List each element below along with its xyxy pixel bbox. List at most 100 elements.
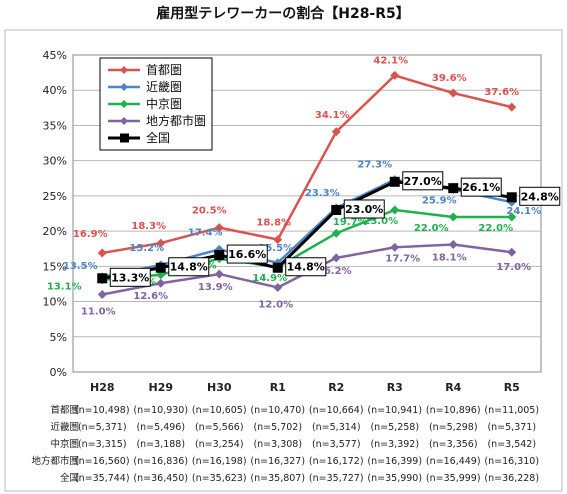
data-label: 13.1% — [47, 282, 82, 293]
table-cell: (n=3,542) — [487, 439, 536, 450]
data-label: 14.8% — [170, 261, 208, 274]
y-tick-label: 45% — [43, 49, 67, 62]
table-cell: (n=10,498) — [75, 405, 130, 416]
legend-marker — [120, 117, 128, 125]
data-point-marker — [214, 269, 224, 279]
x-tick-label: H28 — [90, 381, 115, 394]
data-label: 17.0% — [496, 262, 531, 273]
legend-label: 近畿圏 — [146, 80, 182, 94]
data-label: 27.0% — [404, 175, 442, 188]
x-tick-label: H29 — [148, 381, 173, 394]
table-cell: (n=10,941) — [367, 405, 422, 416]
data-label: 25.9% — [422, 196, 457, 207]
data-label: 16.2% — [317, 266, 352, 277]
data-label-box — [168, 257, 210, 277]
data-label: 14.9% — [252, 273, 287, 284]
data-label: 14.8% — [287, 261, 325, 274]
y-tick-label: 20% — [43, 225, 67, 238]
legend-marker — [120, 66, 128, 74]
data-label: 18.3% — [131, 221, 166, 232]
data-label: 13.9% — [198, 282, 233, 293]
y-tick-label: 40% — [43, 84, 67, 97]
data-label: 24.1% — [506, 206, 541, 217]
data-label: 22.0% — [414, 223, 449, 234]
data-label: 11.0% — [81, 307, 116, 318]
table-cell: (n=5,371) — [487, 422, 536, 433]
x-tick-label: R1 — [270, 381, 286, 394]
table-cell: (n=35,999) — [426, 473, 481, 484]
data-point-marker — [448, 183, 459, 194]
data-point-marker — [506, 192, 517, 203]
data-label-box — [460, 177, 502, 197]
y-tick-label: 15% — [43, 260, 67, 273]
data-point-marker — [507, 247, 517, 257]
data-label: 22.0% — [478, 223, 513, 234]
table-cell: (n=5,314) — [312, 422, 361, 433]
data-point-marker — [331, 228, 341, 238]
x-tick-label: R3 — [387, 381, 403, 394]
table-cell: (n=10,930) — [133, 405, 188, 416]
x-tick-label: R5 — [504, 381, 520, 394]
data-label: 18.8% — [256, 218, 291, 229]
chart-frame — [4, 29, 563, 492]
data-label: 37.6% — [484, 87, 519, 98]
data-point-marker — [507, 102, 517, 112]
table-cell: (n=16,198) — [192, 456, 247, 467]
data-label: 27.3% — [357, 160, 392, 171]
data-point-marker — [272, 262, 283, 273]
data-label: 17.7% — [385, 253, 420, 264]
table-cell: (n=35,623) — [192, 473, 247, 484]
table-row-label: 近畿圏 — [50, 421, 79, 433]
table-cell: (n=35,990) — [367, 473, 422, 484]
legend-marker — [120, 133, 129, 143]
data-label: 23.0% — [345, 203, 383, 216]
data-point-marker — [273, 235, 283, 245]
data-point-marker — [97, 273, 108, 284]
data-label: 17.4% — [188, 227, 223, 238]
table-row-label: 全国 — [60, 472, 79, 484]
x-axis-ticks: H28 H29 H30 R1 R2 R3 R4 R5 — [90, 381, 520, 394]
data-point-marker — [390, 70, 400, 80]
table-cell: (n=16,449) — [426, 456, 481, 467]
data-label: 15.2% — [129, 243, 164, 254]
data-label-box — [109, 267, 151, 287]
table-cell: (n=10,896) — [426, 405, 481, 416]
table-cell: (n=10,605) — [192, 405, 247, 416]
y-tick-label: 0% — [50, 366, 67, 379]
data-point-marker — [389, 176, 400, 187]
table-cell: (n=3,356) — [429, 439, 478, 450]
data-point-marker — [390, 205, 400, 215]
data-label-box — [343, 199, 385, 219]
sample-size-table: 首都圏(n=10,498) (n=10,930) (n=10,605) (n=10,4… — [31, 404, 539, 484]
table-cell: (n=16,560) — [75, 456, 130, 467]
y-tick-label: 5% — [50, 331, 67, 344]
table-cell: (n=16,172) — [309, 456, 364, 467]
legend-label: 全国 — [146, 130, 170, 145]
table-cell: (n=3,188) — [136, 439, 185, 450]
table-cell: (n=5,371) — [78, 422, 127, 433]
data-label: 12.6% — [133, 291, 168, 302]
data-point-marker — [331, 127, 341, 137]
table-cell: (n=5,702) — [253, 422, 302, 433]
table-cell: (n=3,315) — [78, 439, 127, 450]
y-tick-label: 35% — [43, 119, 67, 132]
data-label-box — [519, 186, 561, 206]
table-cell: (n=16,327) — [250, 456, 305, 467]
data-label: 19.7% — [333, 217, 368, 228]
data-label: 26.1% — [462, 181, 500, 194]
data-label: 12.0% — [258, 299, 293, 310]
y-axis-ticks: 0% 5% 10% 15% 20% 25% 30% 35% 40% 45% — [43, 49, 67, 379]
data-label: 16.9% — [73, 229, 108, 240]
table-cell: (n=35,744) — [75, 473, 130, 484]
legend-label: 中京圏 — [146, 96, 182, 111]
data-label: 16.6% — [228, 248, 266, 261]
legend-marker — [120, 83, 128, 91]
table-cell: (n=5,258) — [370, 422, 419, 433]
table-row-label: 地方都市圏 — [31, 455, 79, 467]
y-tick-label: 10% — [43, 296, 67, 309]
table-cell: (n=5,496) — [136, 422, 185, 433]
data-label: 23.0% — [363, 216, 398, 227]
